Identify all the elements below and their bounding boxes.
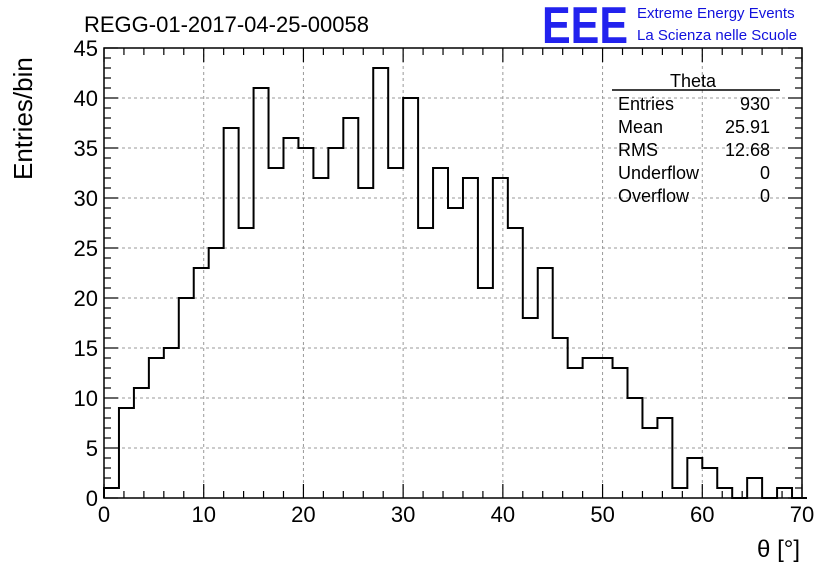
y-tick-label: 10	[74, 386, 98, 411]
histogram-bin	[672, 488, 687, 498]
histogram-bin	[687, 458, 702, 498]
histogram-outline	[103, 67, 807, 499]
histogram-bin	[209, 248, 224, 498]
stats-label-rms: RMS	[618, 140, 658, 160]
x-tick-label: 70	[790, 502, 814, 527]
histogram-bin	[583, 358, 598, 498]
x-tick-label: 50	[590, 502, 614, 527]
y-tick-label: 30	[74, 186, 98, 211]
x-tick-label: 20	[291, 502, 315, 527]
stats-value-overflow: 0	[760, 186, 770, 206]
y-tick-label: 45	[74, 36, 98, 61]
y-tick-label: 25	[74, 236, 98, 261]
histogram-bin	[283, 138, 298, 498]
x-tick-label: 0	[98, 502, 110, 527]
stats-label-overflow: Overflow	[618, 186, 690, 206]
histogram-bin	[164, 348, 179, 498]
logo-line-1: Extreme Energy Events	[637, 5, 795, 22]
stats-box: Theta Entries 930 Mean 25.91 RMS 12.68 U…	[612, 71, 780, 206]
stats-label-underflow: Underflow	[618, 163, 700, 183]
stats-title: Theta	[670, 71, 717, 91]
y-tick-label: 0	[86, 486, 98, 511]
histogram-bin	[717, 488, 732, 498]
histogram-bin	[463, 178, 478, 498]
histogram-bin	[418, 228, 433, 498]
y-tick-label: 35	[74, 136, 98, 161]
histogram-bin	[254, 88, 269, 498]
histogram-bin	[358, 188, 373, 498]
x-tick-label: 10	[191, 502, 215, 527]
histogram-bin	[553, 338, 568, 498]
histogram-bin	[777, 488, 792, 498]
x-axis-label: θ [°]	[757, 536, 800, 563]
stats-label-mean: Mean	[618, 117, 663, 137]
histogram-bin	[134, 388, 149, 498]
histogram-bin	[508, 228, 523, 498]
histogram-bin	[298, 148, 313, 498]
stats-value-entries: 930	[740, 94, 770, 114]
histogram-bin	[373, 68, 388, 498]
histogram-bin	[568, 368, 583, 498]
chart-title: REGG-01-2017-04-25-00058	[84, 12, 369, 37]
x-tick-label: 60	[690, 502, 714, 527]
histogram-bin	[642, 428, 657, 498]
plot-frame	[103, 47, 803, 499]
histogram-bin	[747, 478, 762, 498]
histogram-bin	[403, 98, 418, 498]
x-tick-label: 30	[391, 502, 415, 527]
stats-value-mean: 25.91	[725, 117, 770, 137]
y-tick-label: 20	[74, 286, 98, 311]
histogram-bin	[104, 488, 119, 498]
histogram-bin	[598, 358, 613, 498]
histogram-bin	[313, 178, 328, 498]
histogram-bin	[119, 408, 134, 498]
y-axis-label: Entries/bin	[8, 57, 38, 180]
histogram-bin	[448, 208, 463, 498]
histogram-bin	[194, 268, 209, 498]
histogram-bin	[433, 168, 448, 498]
tick-layer: 0 10 20 30 40 50 60 70 0 5 10 15 20 25 30 35 40 45	[74, 36, 815, 527]
histogram-bin	[388, 168, 403, 498]
histogram-bin	[328, 148, 343, 498]
histogram-bin	[493, 178, 508, 498]
histogram-layer	[103, 67, 807, 499]
y-tick-label: 5	[86, 436, 98, 461]
logo-line-2: La Scienza nelle Scuole	[637, 27, 797, 44]
y-tick-label: 15	[74, 336, 98, 361]
histogram-bin	[239, 228, 254, 498]
histogram-bin	[702, 468, 717, 498]
histogram-bin	[269, 168, 284, 498]
histogram-bin	[657, 418, 672, 498]
histogram-bin	[628, 398, 643, 498]
stats-label-entries: Entries	[618, 94, 674, 114]
stats-value-rms: 12.68	[725, 140, 770, 160]
stats-value-underflow: 0	[760, 163, 770, 183]
histogram-bin	[343, 118, 358, 498]
histogram-bin	[179, 298, 194, 498]
x-tick-label: 40	[491, 502, 515, 527]
histogram-bin	[523, 318, 538, 498]
y-tick-label: 40	[74, 86, 98, 111]
histogram-bin	[478, 288, 493, 498]
histogram-bin	[224, 128, 239, 498]
histogram-bin	[149, 358, 164, 498]
histogram-bin	[613, 368, 628, 498]
histogram-bin	[538, 268, 553, 498]
eee-logo: EEE	[542, 0, 628, 55]
